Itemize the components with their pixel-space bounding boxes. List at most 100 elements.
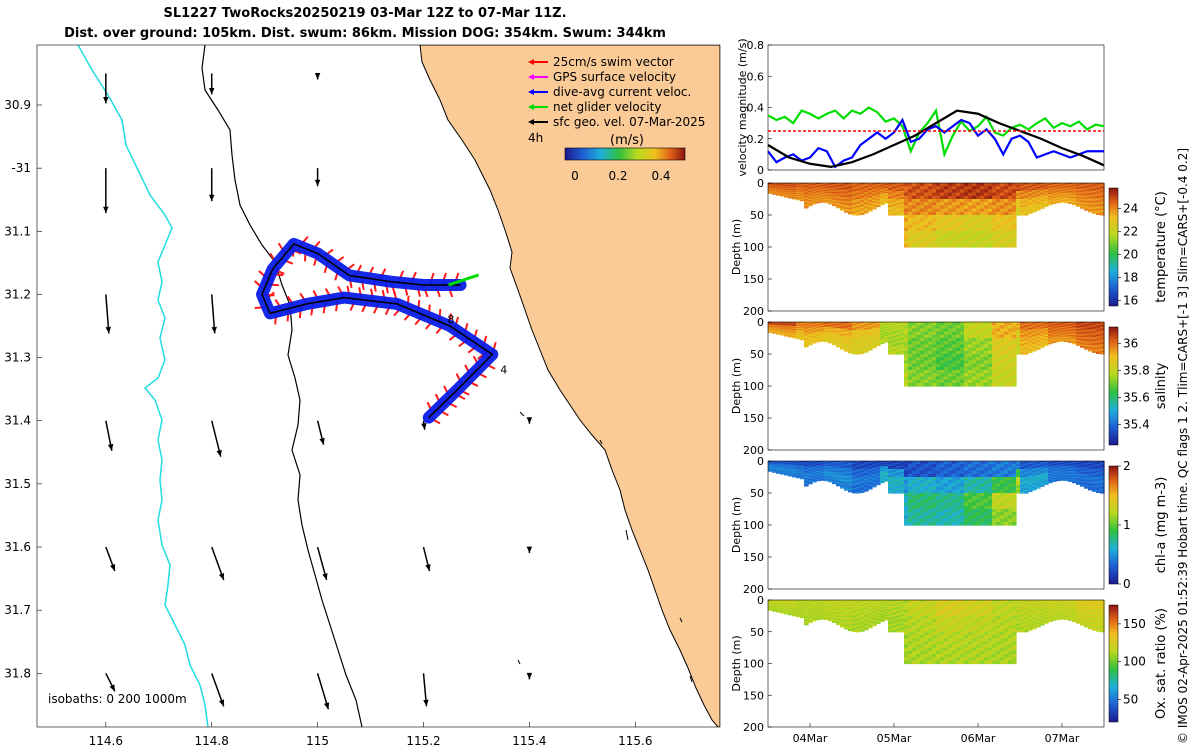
section-cell: [868, 185, 873, 188]
section-cell: [884, 198, 889, 200]
section-cell: [1068, 341, 1073, 343]
section-cell: [996, 379, 1001, 384]
section-cell: [820, 327, 825, 330]
section-cell: [1004, 227, 1009, 232]
section-cell: [796, 193, 801, 196]
section-cell: [912, 208, 917, 213]
geo-velocity-arrow: [316, 673, 330, 710]
section-cell: [884, 195, 889, 197]
section-cell: [856, 211, 861, 214]
section-cell: [912, 505, 917, 510]
section-cell: [840, 207, 845, 210]
section-cell: [792, 326, 797, 329]
section-cell: [912, 231, 917, 235]
section-cell: [1084, 192, 1089, 195]
section-cell: [1060, 200, 1065, 202]
section-cell: [1048, 191, 1053, 194]
section-cell: [972, 366, 977, 371]
section-cell: [852, 187, 857, 190]
section-cell: [780, 334, 785, 336]
section-cell: [844, 348, 849, 351]
section-cell: [904, 231, 909, 235]
section-cell: [928, 243, 933, 248]
section-cell: [876, 198, 881, 201]
section-cell: [924, 363, 929, 368]
section-cell: [1084, 195, 1089, 198]
section-cell: [788, 188, 793, 190]
section-cell: [896, 352, 901, 355]
section-cell: [832, 329, 837, 332]
section-cell: [1012, 467, 1017, 472]
section-cell: [776, 468, 781, 470]
section-cell: [964, 467, 969, 472]
section-cell: [848, 473, 853, 476]
section-cell: [920, 509, 925, 513]
section-cell: [956, 464, 961, 468]
section-cell: [1020, 183, 1025, 186]
section-cell: [988, 512, 993, 516]
section-cell: [804, 344, 809, 347]
section-cell: [1080, 198, 1085, 200]
section-cell: [944, 331, 949, 336]
section-cell: [848, 212, 853, 215]
section-cell: [864, 184, 869, 187]
section-cell: [856, 328, 861, 331]
section-cell: [1048, 201, 1053, 204]
section-cell: [868, 469, 873, 472]
section-cell: [936, 322, 941, 326]
section-cell: [972, 243, 977, 248]
section-cell: [860, 347, 865, 350]
section-cell: [948, 496, 953, 500]
section-cell: [1000, 199, 1005, 203]
section-cell: [880, 331, 885, 334]
section-cell: [860, 184, 865, 187]
section-cell: [1024, 336, 1029, 339]
section-cell: [880, 470, 885, 473]
section-cell: [1008, 379, 1013, 384]
section-cell: [952, 518, 957, 523]
section-cell: [800, 197, 805, 199]
section-cell: [1076, 200, 1081, 203]
section-cell: [1072, 334, 1077, 337]
section-cell: [808, 468, 813, 471]
section-cell: [932, 379, 937, 384]
velocity-series-line: [767, 117, 1104, 169]
section-cell: [904, 493, 909, 497]
section-cell: [988, 325, 993, 329]
section-cell: [828, 472, 833, 475]
section-cell: [916, 189, 921, 194]
section-cell: [968, 480, 973, 484]
section-cell: [840, 469, 845, 472]
section-cell: [940, 473, 945, 478]
section-cell: [952, 227, 957, 232]
section-cell: [944, 509, 949, 513]
section-cell: [928, 331, 933, 336]
section-cell: [836, 483, 841, 486]
section-cell: [848, 462, 853, 465]
section-cell: [980, 189, 985, 194]
section-cell: [816, 328, 821, 331]
section-cell: [976, 328, 981, 333]
section-cell: [916, 382, 921, 387]
section-cell: [836, 467, 841, 470]
section-cell: [1032, 200, 1037, 203]
section-cell: [828, 194, 833, 197]
section-cell: [1016, 478, 1021, 481]
section-cell: [1036, 204, 1041, 207]
section-cell: [844, 336, 849, 339]
section-cell: [996, 505, 1001, 510]
section-cell: [884, 197, 889, 199]
velocity-ytick-label: 0.2: [747, 133, 765, 146]
section-cell: [876, 191, 881, 194]
section-cell: [848, 485, 853, 488]
section-cell: [1080, 324, 1085, 327]
section-cell: [964, 373, 969, 377]
section-cell: [820, 195, 825, 198]
section-cell: [932, 183, 937, 187]
section-cell: [960, 334, 965, 339]
section-cell: [1012, 331, 1017, 336]
section-cell: [968, 243, 973, 248]
section-cell: [832, 463, 837, 465]
section-cell: [872, 338, 877, 341]
section-cell: [800, 187, 805, 189]
